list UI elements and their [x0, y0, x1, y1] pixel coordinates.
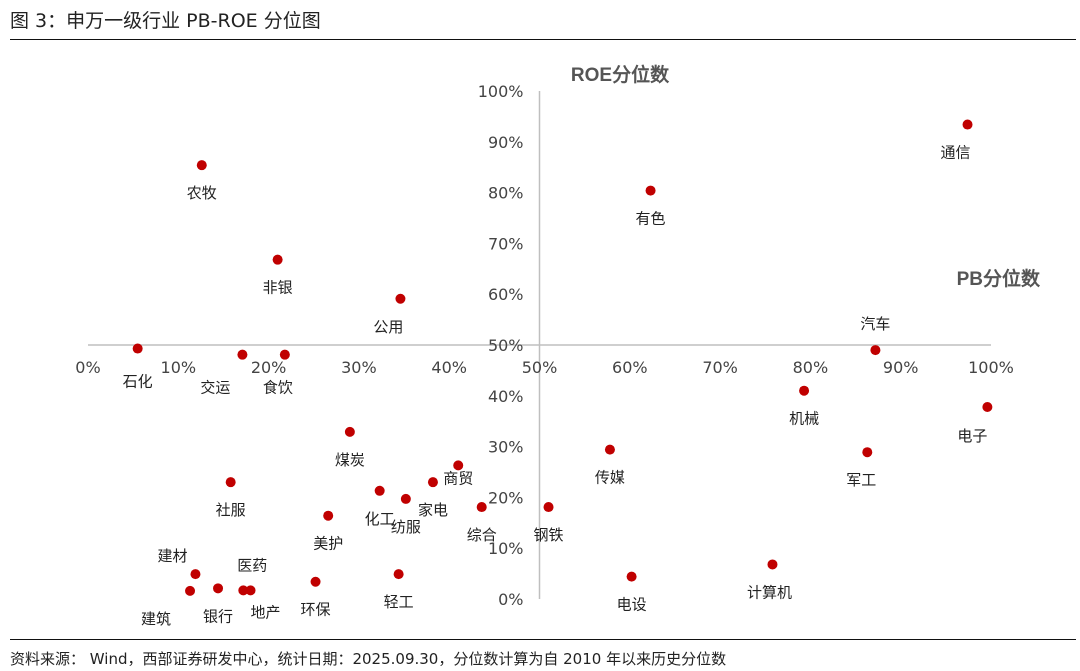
- point-label: 环保: [301, 601, 331, 619]
- point-label: 石化: [123, 373, 153, 391]
- y-tick-label: 50%: [488, 336, 524, 355]
- point-label: 有色: [636, 210, 666, 228]
- data-point: [870, 345, 881, 356]
- data-point: [279, 349, 290, 360]
- data-point: [245, 585, 256, 596]
- data-point: [185, 585, 196, 596]
- data-point: [645, 185, 656, 196]
- top-rule: [10, 39, 1076, 40]
- tick-labels: 0% 10% 20% 30% 40% 50% 60% 70% 80% 90% 100% 0% 10% 20…: [75, 82, 1014, 609]
- point-label: 建筑: [141, 610, 171, 628]
- x-tick-label: 10%: [161, 358, 197, 377]
- x-tick-label: 20%: [251, 358, 287, 377]
- data-point: [374, 485, 385, 496]
- point-label: 钢铁: [534, 526, 564, 544]
- y-axis-title: ROE分位数: [571, 63, 670, 86]
- data-point: [395, 293, 406, 304]
- point-label: 农牧: [187, 184, 217, 202]
- data-point: [962, 119, 973, 130]
- point-label: 纺服: [391, 518, 421, 536]
- point-label: 轻工: [384, 593, 414, 611]
- data-points: [132, 119, 993, 596]
- data-point: [453, 460, 464, 471]
- data-point: [427, 477, 438, 488]
- data-point: [626, 571, 637, 582]
- source-note: 资料来源： Wind，西部证券研发中心，统计日期：2025.09.30，分位数计…: [10, 650, 727, 668]
- point-label: 通信: [941, 144, 971, 162]
- axes: [88, 91, 991, 599]
- figure-title: 图 3：申万一级行业 PB-ROE 分位图: [10, 10, 321, 32]
- point-label: 军工: [846, 471, 876, 489]
- point-label: 美护: [313, 535, 343, 553]
- point-label: 汽车: [860, 315, 890, 333]
- point-label: 地产: [251, 603, 281, 621]
- x-tick-label: 70%: [702, 358, 738, 377]
- point-label: 交运: [200, 379, 230, 397]
- point-label: 综合: [467, 526, 497, 544]
- y-tick-label: 90%: [488, 133, 524, 152]
- point-label: 医药: [237, 556, 267, 574]
- data-point: [132, 343, 143, 354]
- data-point: [310, 576, 321, 587]
- point-label: 传媒: [595, 469, 625, 487]
- data-point: [225, 477, 236, 488]
- y-tick-label: 60%: [488, 285, 524, 304]
- x-tick-label: 50%: [522, 358, 558, 377]
- x-tick-label: 100%: [968, 358, 1014, 377]
- data-point: [344, 426, 355, 437]
- data-point: [862, 447, 873, 458]
- x-tick-label: 0%: [75, 358, 100, 377]
- point-label: 社服: [216, 501, 246, 519]
- data-point: [604, 444, 615, 455]
- point-label: 电设: [617, 596, 647, 614]
- y-tick-label: 30%: [488, 438, 524, 457]
- y-tick-label: 40%: [488, 387, 524, 406]
- point-label: 食饮: [263, 379, 293, 397]
- data-point: [238, 585, 249, 596]
- point-label: 非银: [263, 279, 293, 297]
- x-tick-label: 30%: [341, 358, 377, 377]
- data-point: [196, 160, 207, 171]
- data-point: [393, 569, 404, 580]
- x-tick-label: 90%: [883, 358, 919, 377]
- data-point: [272, 254, 283, 265]
- data-point: [190, 569, 201, 580]
- y-tick-label: 70%: [488, 234, 524, 253]
- x-axis-title: PB分位数: [957, 267, 1041, 290]
- data-point: [476, 502, 487, 513]
- point-label: 公用: [373, 318, 403, 336]
- point-label: 煤炭: [335, 451, 365, 469]
- point-label: 建材: [157, 547, 187, 565]
- y-tick-label: 20%: [488, 488, 524, 507]
- point-label: 化工: [365, 510, 395, 528]
- data-point: [237, 349, 248, 360]
- y-tick-label: 80%: [488, 184, 524, 203]
- x-tick-label: 80%: [793, 358, 829, 377]
- x-tick-label: 40%: [431, 358, 467, 377]
- x-tick-label: 60%: [612, 358, 648, 377]
- point-label: 机械: [789, 410, 819, 428]
- bottom-rule: [10, 639, 1076, 640]
- data-point: [323, 510, 334, 521]
- point-label: 家电: [418, 501, 448, 519]
- y-tick-label: 0%: [498, 590, 523, 609]
- data-point: [213, 583, 224, 594]
- data-point: [799, 385, 810, 396]
- data-point: [400, 493, 411, 504]
- data-point: [543, 502, 554, 513]
- point-label: 计算机: [747, 583, 792, 601]
- point-label: 商贸: [443, 469, 473, 487]
- y-tick-label: 10%: [488, 539, 524, 558]
- point-label: 电子: [957, 427, 987, 445]
- point-label: 银行: [203, 607, 233, 625]
- data-point: [982, 401, 993, 412]
- y-tick-label: 100%: [478, 82, 524, 101]
- data-point: [767, 559, 778, 570]
